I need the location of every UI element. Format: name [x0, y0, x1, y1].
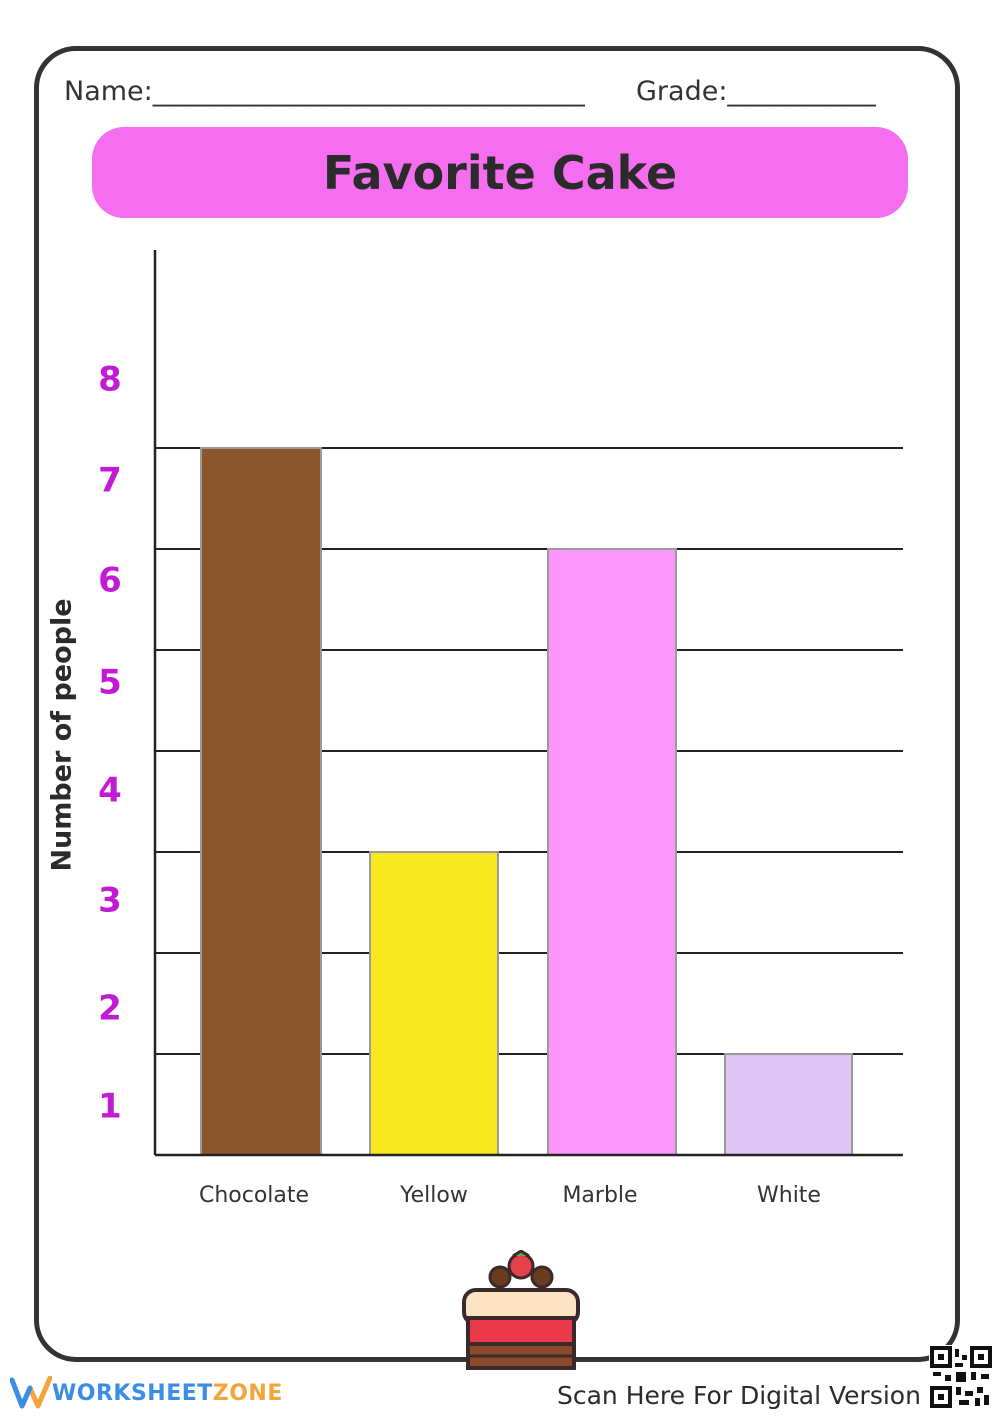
- brand-logo: WORKSHEETZONE: [10, 1376, 283, 1410]
- bar-marble: [547, 548, 677, 1156]
- x-tick-label: Yellow: [399, 1183, 468, 1208]
- scan-caption: Scan Here For Digital Version: [557, 1381, 921, 1410]
- grade-field: Grade:___________: [636, 76, 876, 107]
- brand-name-part-1: WORKSHEET: [52, 1380, 213, 1406]
- logo-mark-icon: [10, 1376, 52, 1409]
- y-tick-label: 4: [98, 771, 122, 811]
- y-tick-label: 7: [98, 461, 122, 501]
- bar-white: [724, 1053, 853, 1156]
- qr-code-icon[interactable]: [929, 1345, 993, 1409]
- name-field: Name:________________________________: [64, 76, 585, 107]
- y-tick-label: 2: [98, 989, 122, 1029]
- title-banner: Favorite Cake: [92, 127, 908, 218]
- y-axis-label: Number of people: [46, 598, 78, 872]
- bar-chocolate: [200, 447, 322, 1156]
- brand-name-part-2: ZONE: [212, 1380, 283, 1406]
- page-title: Favorite Cake: [322, 145, 678, 200]
- cake-icon: [462, 1250, 580, 1370]
- y-tick-label: 3: [98, 881, 122, 921]
- x-tick-label: Chocolate: [199, 1183, 309, 1208]
- y-tick-label: 8: [98, 360, 122, 400]
- y-tick-label: 5: [98, 663, 122, 703]
- y-tick-label: 6: [98, 561, 122, 601]
- y-tick-label: 1: [98, 1087, 122, 1127]
- x-tick-label: Marble: [562, 1183, 637, 1208]
- x-tick-label: White: [757, 1183, 821, 1208]
- bar-yellow: [369, 851, 499, 1156]
